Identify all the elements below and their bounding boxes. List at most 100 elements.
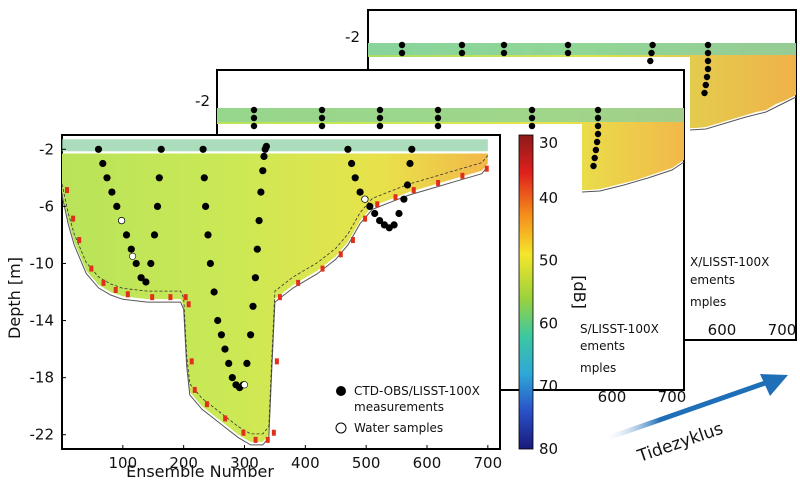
front-panel-y-ticks: -2 -6 -10 -14 -18 -22 (30, 140, 66, 444)
back-panel-ctd-point (704, 65, 712, 73)
colorbar-tick-label: 40 (539, 189, 558, 207)
colorbar-tick-label: 70 (539, 377, 558, 395)
legend-ctd-marker (336, 386, 346, 396)
back-panel-legend-ctd-line1: X/LISST-100X (690, 255, 769, 269)
arrow-head-icon (760, 374, 788, 396)
x-tick-label: 200 (169, 454, 198, 472)
colorbar: 30 40 50 60 70 80 [dB] (518, 134, 589, 458)
ctd-measurement-point (157, 145, 165, 153)
bottom-echo-mark (71, 215, 76, 222)
front-panel-bottom-echo-fringe (62, 139, 489, 443)
ctd-measurement-point (406, 159, 414, 168)
ctd-measurement-point (376, 217, 384, 225)
back-panel-ctd-point (398, 49, 406, 57)
bottom-echo-mark (65, 187, 69, 194)
bottom-echo-mark (338, 251, 343, 258)
middle-panel-ctd-point (250, 114, 258, 122)
water-sample-point (118, 217, 126, 225)
bottom-echo-mark (484, 165, 489, 172)
ctd-measurement-point (262, 142, 270, 150)
ctd-measurement-point (371, 209, 379, 218)
middle-panel-legend-ctd-line1: S/LISST-100X (580, 322, 659, 336)
ctd-measurement-point (403, 181, 412, 189)
bottom-echo-mark (436, 179, 441, 186)
middle-panel-ctd-point (250, 106, 258, 114)
front-panel-seabed-dashed (61, 155, 489, 435)
ctd-measurement-point (351, 174, 359, 182)
middle-panel-legend-ctd-line2: ements (580, 339, 625, 353)
middle-panel-xtick-label: 700 (658, 388, 687, 406)
middle-panel-ctd-point (590, 162, 597, 170)
water-sample-point (241, 381, 249, 389)
back-panel-legend-ctd-line2: ements (690, 273, 735, 287)
middle-panel-surface-band (217, 108, 684, 122)
ctd-measurement-point (408, 145, 416, 153)
ctd-measurement-point (356, 188, 364, 196)
middle-panel-ctd-point (594, 114, 602, 122)
middle-panel-ctd-point (594, 106, 602, 114)
x-tick-label: 500 (352, 454, 381, 472)
middle-panel-legend-water: mples (580, 361, 616, 375)
back-panel-xtick-label: 700 (768, 321, 797, 339)
arrow-shaft (601, 379, 769, 443)
bottom-echo-mark (223, 415, 228, 422)
back-panel-ctd-point (648, 49, 655, 57)
ctd-measurement-point (255, 217, 263, 225)
ctd-measurement-point (153, 202, 162, 210)
colorbar-tick-label: 30 (539, 134, 558, 152)
middle-panel-ctd-point (434, 106, 442, 114)
bottom-echo-mark (460, 172, 465, 179)
ctd-measurement-point (113, 202, 121, 210)
middle-panel-ctd-point (591, 154, 598, 162)
middle-panel-ctd-point (594, 130, 602, 138)
front-panel-echo-field (62, 153, 488, 442)
ctd-measurement-point (247, 331, 255, 339)
x-tick-label: 300 (230, 454, 259, 472)
middle-panel-ctd-point (528, 114, 536, 122)
ctd-measurement-point (200, 174, 208, 182)
ctd-measurement-point (249, 302, 257, 310)
ctd-measurement-point (142, 278, 150, 286)
front-panel-seabed-line (61, 166, 489, 446)
middle-panel-ctd-point (594, 122, 602, 130)
front-panel-x-ticks: 100 200 300 400 500 600 700 (109, 445, 502, 472)
ctd-measurement-point (348, 159, 356, 168)
ctd-measurement-point (228, 374, 236, 382)
back-panel-ctd-point (458, 49, 466, 57)
back-panel-ctd-point (564, 49, 572, 57)
back-panel-ctd-point (702, 81, 709, 89)
middle-panel-ytick-label: -2 (195, 92, 210, 110)
ctd-measurement-point (155, 174, 163, 182)
ctd-measurement-point (366, 202, 374, 210)
middle-panel-seabed-line (581, 161, 685, 193)
front-panel-legend: CTD-OBS/LISST-100X measurements Water sa… (335, 384, 480, 435)
ctd-measurement-point (127, 245, 135, 253)
ctd-measurement-point (206, 259, 214, 268)
ctd-measurement-point (395, 209, 403, 218)
middle-panel-ctd-point (318, 106, 326, 114)
back-panel-ctd-point (398, 41, 406, 49)
back-panel-ctd-point (500, 49, 508, 57)
y-tick-label: -14 (30, 312, 55, 330)
bottom-echo-mark (77, 237, 82, 244)
water-sample-point (361, 195, 369, 203)
y-tick-label: -22 (30, 426, 55, 444)
ctd-measurement-point (199, 145, 207, 153)
ctd-measurement-point (225, 359, 233, 367)
back-panel-profiles (398, 41, 712, 97)
middle-panel-ctd-point (250, 122, 258, 130)
ctd-measurement-point (221, 345, 229, 353)
bottom-echo-mark (274, 358, 279, 365)
bottom-echo-mark (113, 287, 118, 293)
middle-panel-ctd-point (593, 138, 601, 146)
ctd-measurement-point (103, 174, 111, 182)
ctd-measurement-point (243, 359, 251, 367)
ctd-measurement-point (202, 202, 210, 210)
bottom-echo-mark (265, 436, 270, 443)
back-panel-ctd-point (704, 57, 712, 65)
x-tick-label: 400 (291, 454, 320, 472)
back-panel-legend-water: mples (690, 295, 726, 309)
front-panel-profiles (94, 142, 416, 392)
colorbar-label: [dB] (570, 275, 589, 309)
